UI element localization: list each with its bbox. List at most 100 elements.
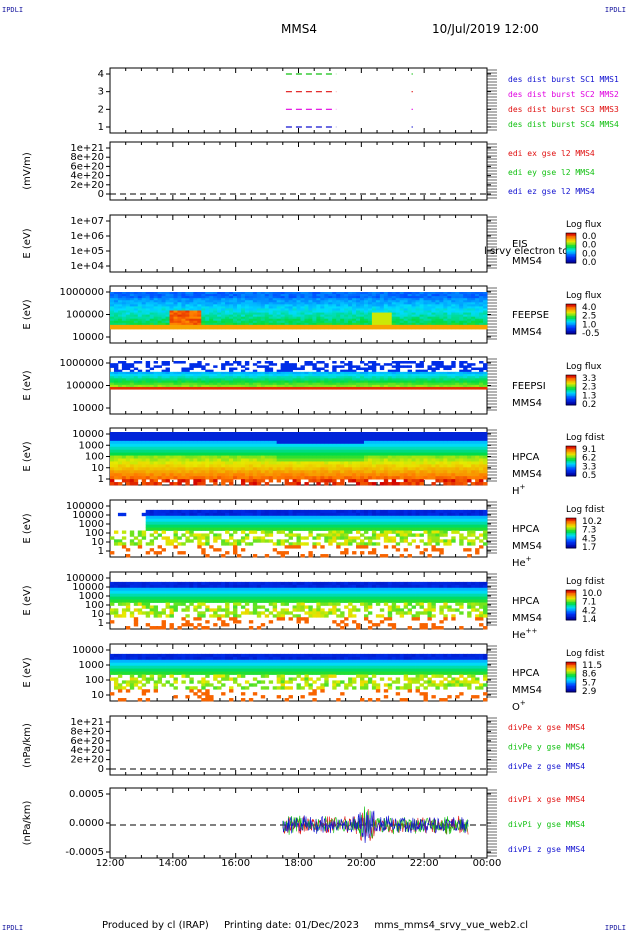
spectrogram-cell — [221, 476, 226, 480]
spectrogram-cell — [459, 324, 464, 328]
spectrogram-cell — [264, 367, 270, 371]
spectrogram-cell — [320, 322, 325, 326]
spectrogram-cell — [213, 298, 218, 301]
spectrogram-cell — [340, 461, 345, 465]
instrument-label: MMS4 — [512, 469, 542, 480]
spectrogram-cell — [288, 304, 293, 307]
spectrogram-cell — [121, 446, 127, 451]
spectrogram-cell — [316, 367, 321, 371]
spectrogram-cell — [447, 322, 452, 326]
spectrogram-cell — [252, 316, 258, 320]
spectrogram-cell — [340, 446, 345, 451]
spectrogram-cell — [427, 312, 432, 316]
spectrogram-cell — [439, 376, 444, 379]
spectrogram-cell — [276, 440, 282, 445]
spectrogram-cell — [240, 461, 246, 465]
spectrogram-cell — [415, 378, 420, 381]
spectrogram-cell — [407, 482, 412, 486]
spectrogram-cell — [443, 455, 448, 459]
colorbar-segment — [566, 325, 576, 327]
spectrogram-cell — [324, 374, 329, 377]
spectrogram-cell — [344, 440, 349, 445]
spectrogram-cell — [129, 467, 135, 471]
spectrogram-cell — [391, 308, 397, 311]
spectrogram-cell — [121, 361, 127, 364]
spectrogram-cell — [459, 446, 464, 451]
spectrogram-cell — [113, 324, 119, 328]
spectrogram-cell — [284, 461, 289, 465]
spectrogram-cell — [110, 476, 115, 480]
spectrogram-cell — [304, 458, 309, 462]
spectrogram-cell — [292, 455, 297, 459]
spectrogram-cell — [371, 476, 377, 480]
spectrogram-cell — [316, 304, 321, 307]
spectrogram-cell — [117, 432, 123, 436]
spectrogram-cell — [125, 384, 131, 388]
spectrogram-cell — [340, 298, 345, 301]
spectrogram-cell — [185, 473, 190, 477]
spectrogram-cell — [209, 473, 214, 477]
spectrogram-cell — [328, 310, 333, 313]
spectrogram-cell — [471, 467, 476, 471]
spectrogram-cell — [360, 384, 365, 388]
spectrogram-cell — [312, 316, 317, 320]
spectrogram-cell — [435, 378, 440, 381]
spectrogram-cell — [292, 316, 297, 320]
spectrogram-cell — [133, 318, 139, 322]
spectrogram-cell — [225, 374, 230, 377]
instrument-label: FEEPSE — [512, 310, 549, 321]
spectrogram-cell — [209, 440, 214, 445]
spectrogram-cell — [272, 473, 278, 477]
spectrogram-cell — [244, 470, 250, 474]
spectrogram-cell — [383, 306, 389, 309]
spectrogram-cell — [113, 434, 119, 439]
spectrogram-cell — [292, 324, 297, 328]
spectrogram-cell — [320, 298, 325, 301]
spectrogram-cell — [471, 324, 476, 328]
spectrogram-cell — [431, 302, 436, 305]
spectrogram-cell — [189, 363, 194, 366]
spectrogram-cell — [121, 384, 127, 388]
spectrogram-cell — [157, 382, 162, 386]
spectrogram-cell — [328, 302, 333, 305]
spectrogram-cell — [229, 384, 234, 388]
spectrogram-cell — [479, 455, 484, 459]
colorbar-segment — [566, 394, 576, 397]
spectrogram-cell — [483, 434, 488, 439]
spectrogram-cell — [272, 316, 278, 320]
spectrogram-cell — [185, 446, 190, 451]
spectrogram-cell — [399, 376, 405, 379]
spectrogram-cell — [133, 432, 139, 436]
spectrogram-cell — [117, 300, 123, 303]
spectrogram-cell — [403, 374, 409, 377]
spectrogram-cell — [256, 378, 262, 381]
spectrogram-cell — [153, 318, 159, 322]
spectrogram-cell — [447, 365, 452, 368]
spectrogram-cell — [209, 446, 214, 451]
spectrogram-cell — [117, 387, 123, 390]
spectrogram-cell — [332, 380, 337, 384]
spectrogram-cell — [415, 304, 420, 307]
spectrogram-cell — [312, 376, 317, 379]
spectrogram-cell — [387, 452, 393, 456]
spectrogram-cell — [407, 314, 412, 318]
spectrogram-cell — [459, 302, 464, 305]
spectrogram-cell — [320, 476, 325, 480]
spectrogram-cell — [181, 473, 186, 477]
spectrogram-cell — [308, 320, 313, 324]
spectrogram-cell — [276, 479, 282, 483]
spectrogram-cell — [340, 376, 345, 379]
spectrogram-cell — [312, 306, 317, 309]
spectrogram-cell — [121, 467, 127, 471]
spectrogram-cell — [471, 320, 476, 324]
colorbar-segment — [566, 329, 576, 332]
spectrogram-cell — [363, 316, 369, 320]
spectrogram-cell — [419, 432, 424, 436]
spectrogram-cell — [308, 296, 313, 299]
spectrogram-cell — [375, 443, 381, 448]
spectrogram-cell — [193, 294, 198, 297]
spectrogram-cell — [133, 434, 139, 439]
spectrogram-cell — [189, 449, 194, 454]
spectrogram-cell — [459, 452, 464, 456]
spectrogram-cell — [483, 437, 488, 442]
